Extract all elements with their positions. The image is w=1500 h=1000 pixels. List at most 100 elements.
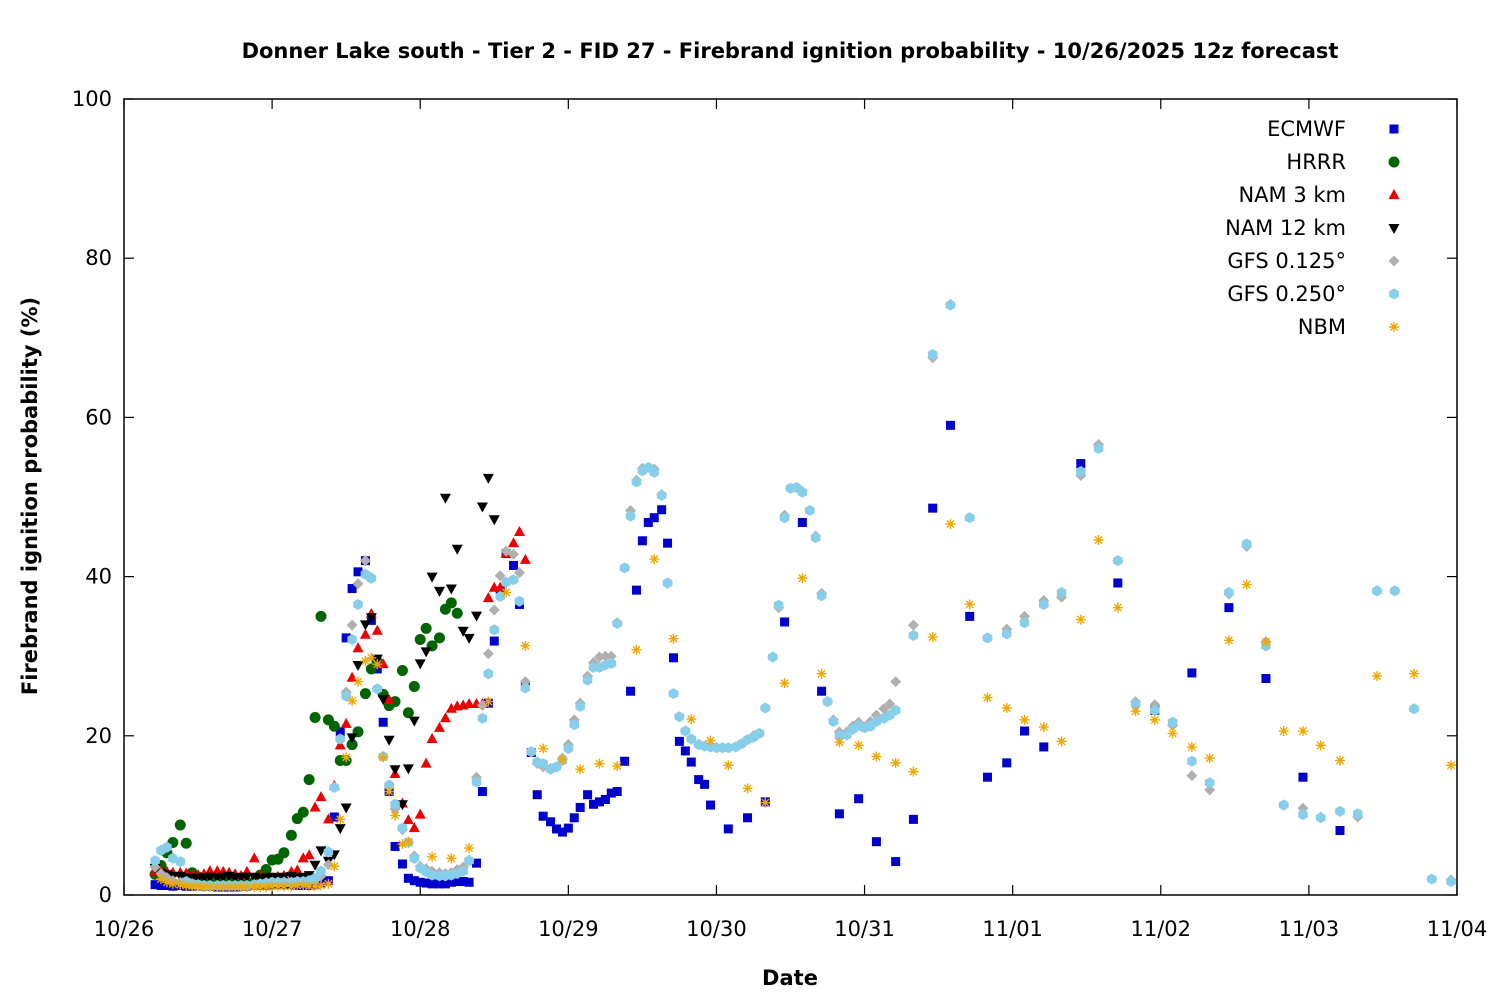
data-point <box>1112 602 1123 613</box>
data-point <box>625 510 636 522</box>
data-point <box>1224 587 1234 599</box>
data-point <box>871 751 882 762</box>
legend-marker <box>1388 255 1400 267</box>
data-point <box>420 622 432 634</box>
data-point <box>472 858 482 868</box>
data-point <box>452 876 462 886</box>
data-point <box>631 585 641 595</box>
data-point <box>1390 585 1400 597</box>
data-point <box>760 797 771 808</box>
data-point <box>810 532 821 544</box>
data-point <box>1427 873 1437 885</box>
data-point <box>626 686 636 696</box>
data-point <box>908 814 918 824</box>
data-point <box>390 841 400 851</box>
data-point <box>433 586 445 597</box>
x-tick-label: 11/01 <box>982 917 1043 941</box>
data-point <box>397 822 408 834</box>
data-point <box>162 841 172 853</box>
data-point <box>828 715 839 727</box>
data-point <box>945 299 956 311</box>
data-point <box>471 611 483 622</box>
data-point <box>1130 698 1141 710</box>
data-point <box>1241 579 1252 590</box>
data-point <box>686 714 697 725</box>
data-point <box>1204 777 1215 789</box>
data-point <box>396 665 408 677</box>
data-point <box>346 619 358 631</box>
data-point <box>347 695 358 706</box>
data-point <box>890 704 901 716</box>
data-point <box>1261 673 1271 683</box>
y-tick-label: 100 <box>72 87 112 111</box>
data-point <box>384 779 394 791</box>
data-point <box>329 812 339 822</box>
data-point <box>546 817 556 827</box>
data-point <box>322 813 334 824</box>
legend-marker <box>1388 224 1400 234</box>
data-point <box>927 349 938 361</box>
data-point <box>346 739 358 751</box>
data-point <box>414 633 426 645</box>
data-point <box>1372 585 1382 597</box>
data-point <box>249 882 260 893</box>
data-point <box>760 702 771 714</box>
data-point <box>1315 812 1326 824</box>
data-point <box>285 829 297 841</box>
legend-marker <box>1388 156 1400 168</box>
data-point <box>964 512 975 524</box>
data-point <box>383 693 395 704</box>
data-point <box>594 797 604 807</box>
data-point <box>236 882 247 893</box>
data-point <box>340 803 352 814</box>
data-point <box>723 742 734 754</box>
y-tick-label: 60 <box>85 405 112 429</box>
data-point <box>780 617 790 627</box>
data-point <box>298 880 309 891</box>
data-point <box>1002 758 1012 768</box>
data-point <box>193 881 204 892</box>
data-point <box>397 839 408 850</box>
data-point <box>340 717 352 728</box>
data-point <box>563 823 573 833</box>
legend-label: GFS 0.250° <box>1227 282 1346 306</box>
data-point <box>273 881 284 892</box>
data-point <box>440 879 450 889</box>
data-point <box>297 806 309 818</box>
data-point <box>366 652 377 663</box>
data-point <box>464 855 474 867</box>
legend-label: HRRR <box>1286 150 1346 174</box>
data-point <box>694 775 704 785</box>
data-point <box>1335 826 1345 836</box>
data-point <box>334 824 346 835</box>
data-point <box>965 611 975 621</box>
data-point <box>982 632 993 644</box>
data-point <box>605 650 617 662</box>
data-point <box>816 590 827 602</box>
data-point <box>706 800 716 810</box>
data-point <box>315 846 327 857</box>
data-point <box>372 683 383 695</box>
data-point <box>403 836 414 847</box>
data-point <box>557 754 568 765</box>
data-point <box>700 779 710 789</box>
data-point <box>779 512 790 524</box>
data-point <box>1019 714 1030 725</box>
data-point <box>402 814 414 825</box>
data-point <box>871 715 882 727</box>
series-gfs-0-125- <box>149 298 1457 891</box>
data-point <box>928 503 938 513</box>
data-point <box>384 786 395 797</box>
plot-frame <box>123 98 1458 896</box>
data-point <box>204 865 216 876</box>
data-point <box>458 876 468 886</box>
data-point <box>1409 703 1419 715</box>
data-point <box>1315 740 1326 751</box>
data-point <box>890 757 901 768</box>
data-point <box>871 837 881 847</box>
data-point <box>519 553 531 564</box>
data-point <box>335 733 346 745</box>
data-point <box>310 872 320 884</box>
data-point <box>563 743 574 755</box>
